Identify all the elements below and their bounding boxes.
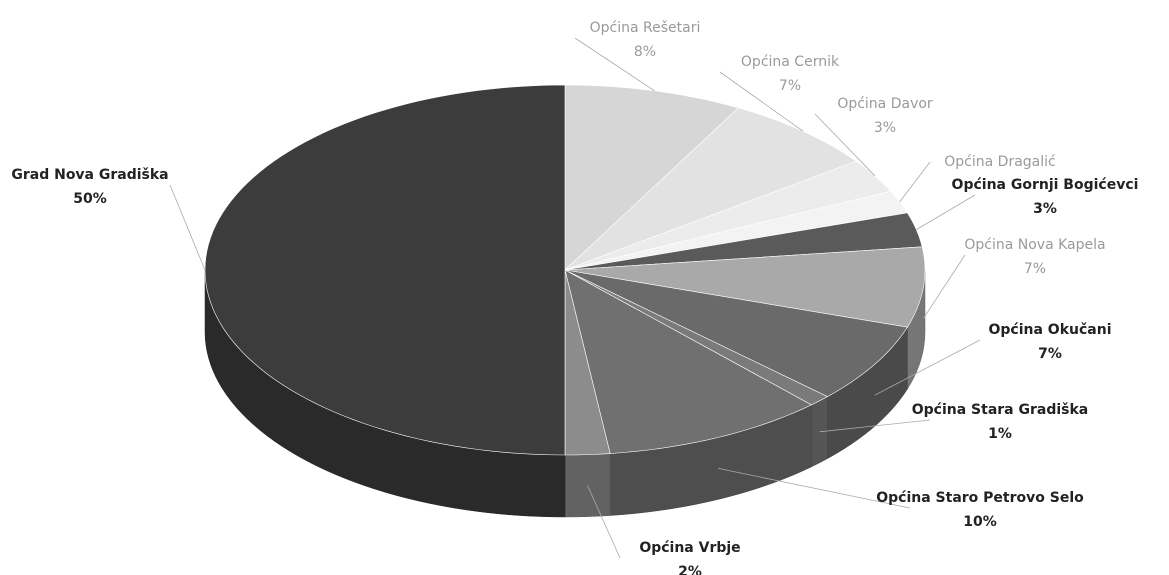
slice-value: 7% [1024, 261, 1046, 277]
slice-value: 50% [73, 191, 107, 207]
slice-label: Općina Vrbje [639, 540, 740, 556]
slice-value: 8% [634, 44, 656, 60]
leader-line [169, 184, 206, 271]
leader-line [587, 485, 621, 559]
slice-label: Općina Davor [837, 96, 933, 112]
leader-line [874, 339, 981, 396]
slice-value: 7% [1038, 346, 1062, 362]
slice-label: Općina Okučani [989, 322, 1112, 338]
slice-label: Općina Gornji Bogićevci [952, 177, 1139, 193]
slice-value: 3% [874, 120, 896, 136]
slice-value: 10% [963, 514, 997, 530]
leader-line [718, 468, 911, 509]
slice-label: Općina Cernik [741, 54, 840, 70]
slice [564, 84, 740, 271]
slice-side [811, 396, 828, 468]
leader-line [923, 254, 966, 319]
slice-label: Grad Nova Gradiška [11, 167, 168, 183]
leader-line [719, 71, 804, 132]
leader-line [916, 194, 976, 230]
slice-label: Općina Nova Kapela [964, 237, 1105, 253]
slice-label: Općina Rešetari [590, 20, 701, 36]
slice-value: 1% [988, 426, 1012, 442]
leader-line [899, 161, 931, 203]
slice-label: Općina Staro Petrovo Selo [876, 490, 1084, 506]
slice-side [564, 453, 611, 518]
slice-value: 3% [1033, 201, 1057, 217]
slice-value: 2% [678, 564, 702, 575]
leader-line [814, 113, 876, 177]
leader-line [819, 419, 931, 433]
slice [564, 269, 908, 397]
slice [564, 269, 813, 454]
slice-label: Općina Stara Gradiška [912, 402, 1089, 418]
slice [564, 246, 926, 328]
leader-line [574, 37, 655, 92]
slice-value: 7% [779, 78, 801, 94]
slice-label: Općina Dragalić [944, 154, 1055, 170]
